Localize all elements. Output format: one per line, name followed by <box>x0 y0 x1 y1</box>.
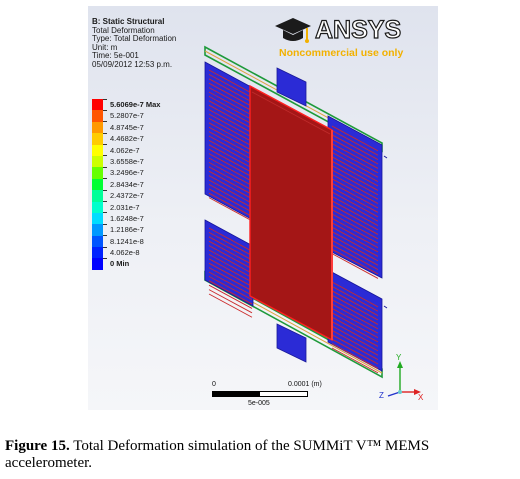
legend-tick <box>103 246 107 248</box>
legend-swatch <box>92 167 103 179</box>
result-time: Time: 5e-001 <box>92 51 139 61</box>
comb-bank-left-lower <box>204 219 254 307</box>
legend-tick <box>103 98 107 100</box>
legend-tick <box>103 166 107 168</box>
axis-triad: Y X Z <box>379 353 424 400</box>
legend-swatch <box>92 224 103 236</box>
legend-tick <box>103 155 107 157</box>
figure-caption: Figure 15. Total Deformation simulation … <box>5 438 517 472</box>
anchor-pad-bottom <box>276 323 307 363</box>
anchor-pad-top <box>276 67 307 107</box>
result-type: Type: Total Deformation <box>92 34 177 44</box>
legend-label: 3.2496e-7 <box>110 168 144 178</box>
model-render <box>204 45 388 379</box>
legend-label: 5.2807e-7 <box>110 111 144 121</box>
scale-mid: 5e-005 <box>248 400 270 407</box>
legend-swatch <box>92 201 103 213</box>
legend-swatch <box>92 247 103 259</box>
axis-z-label: Z <box>379 391 384 400</box>
legend-label: 1.2186e-7 <box>110 225 144 235</box>
legend-swatch <box>92 133 103 145</box>
legend-label: 3.6558e-7 <box>110 156 144 166</box>
legend-swatch <box>92 110 103 122</box>
legend-tick <box>103 189 107 191</box>
legend-swatch <box>92 144 103 156</box>
result-date: 05/09/2012 12:53 p.m. <box>92 59 173 69</box>
figure-label: Figure 15. <box>5 438 70 454</box>
legend-swatch <box>92 155 103 168</box>
scale-bar <box>212 391 308 397</box>
legend-label: 8.1241e-8 <box>110 236 144 246</box>
legend-tick <box>103 201 107 203</box>
legend-swatch <box>92 190 103 202</box>
result-unit: Unit: m <box>92 42 118 52</box>
legend-tick <box>103 178 107 180</box>
logo-noncommercial: Noncommercial use only <box>279 47 403 59</box>
legend-tick <box>103 257 107 259</box>
simulation-viewport[interactable]: B: Static Structural Total Deformation T… <box>88 6 438 410</box>
legend-label: 4.062e-7 <box>110 145 140 155</box>
scale-max: 0.0001 (m) <box>288 381 322 388</box>
legend-tick <box>103 109 107 111</box>
result-name: Total Deformation <box>92 25 155 35</box>
legend-tick <box>103 212 107 214</box>
graduation-cap-icon <box>275 18 311 43</box>
figure-caption-text: Total Deformation simulation of the SUMM… <box>5 438 430 471</box>
legend-swatch <box>92 121 103 134</box>
legend-label: 2.031e-7 <box>110 202 140 212</box>
legend-tick <box>103 223 107 225</box>
side-ticks <box>383 155 388 309</box>
scale-zero: 0 <box>212 381 216 388</box>
analysis-title: B: Static Structural <box>92 17 165 26</box>
legend-label: 4.062e-8 <box>110 248 140 258</box>
legend-tick <box>103 132 107 134</box>
legend-swatch <box>92 99 103 111</box>
legend-label: 0 Min <box>110 259 130 269</box>
result-info-panel: B: Static Structural Total Deformation T… <box>92 17 177 70</box>
logo-brand: ANSYS <box>315 16 401 44</box>
legend-label: 2.8434e-7 <box>110 179 144 189</box>
proof-mass <box>249 84 333 342</box>
legend-label: 4.4682e-7 <box>110 134 144 144</box>
legend-label: 2.4372e-7 <box>110 191 144 201</box>
legend-label: 5.6069e-7 Max <box>110 100 161 109</box>
legend-tick <box>103 121 107 123</box>
legend-tick <box>103 144 107 146</box>
axis-y-label: Y <box>396 353 402 362</box>
axis-x-label: X <box>418 393 424 400</box>
legend-swatch <box>92 178 103 191</box>
legend-label: 1.6248e-7 <box>110 213 144 223</box>
legend-swatch <box>92 235 103 248</box>
legend-swatch <box>92 212 103 225</box>
legend-label: 4.8745e-7 <box>110 122 144 132</box>
legend-swatch <box>92 258 103 270</box>
legend-tick <box>103 235 107 237</box>
ansys-logo: ANSYS Noncommercial use only <box>275 15 403 59</box>
